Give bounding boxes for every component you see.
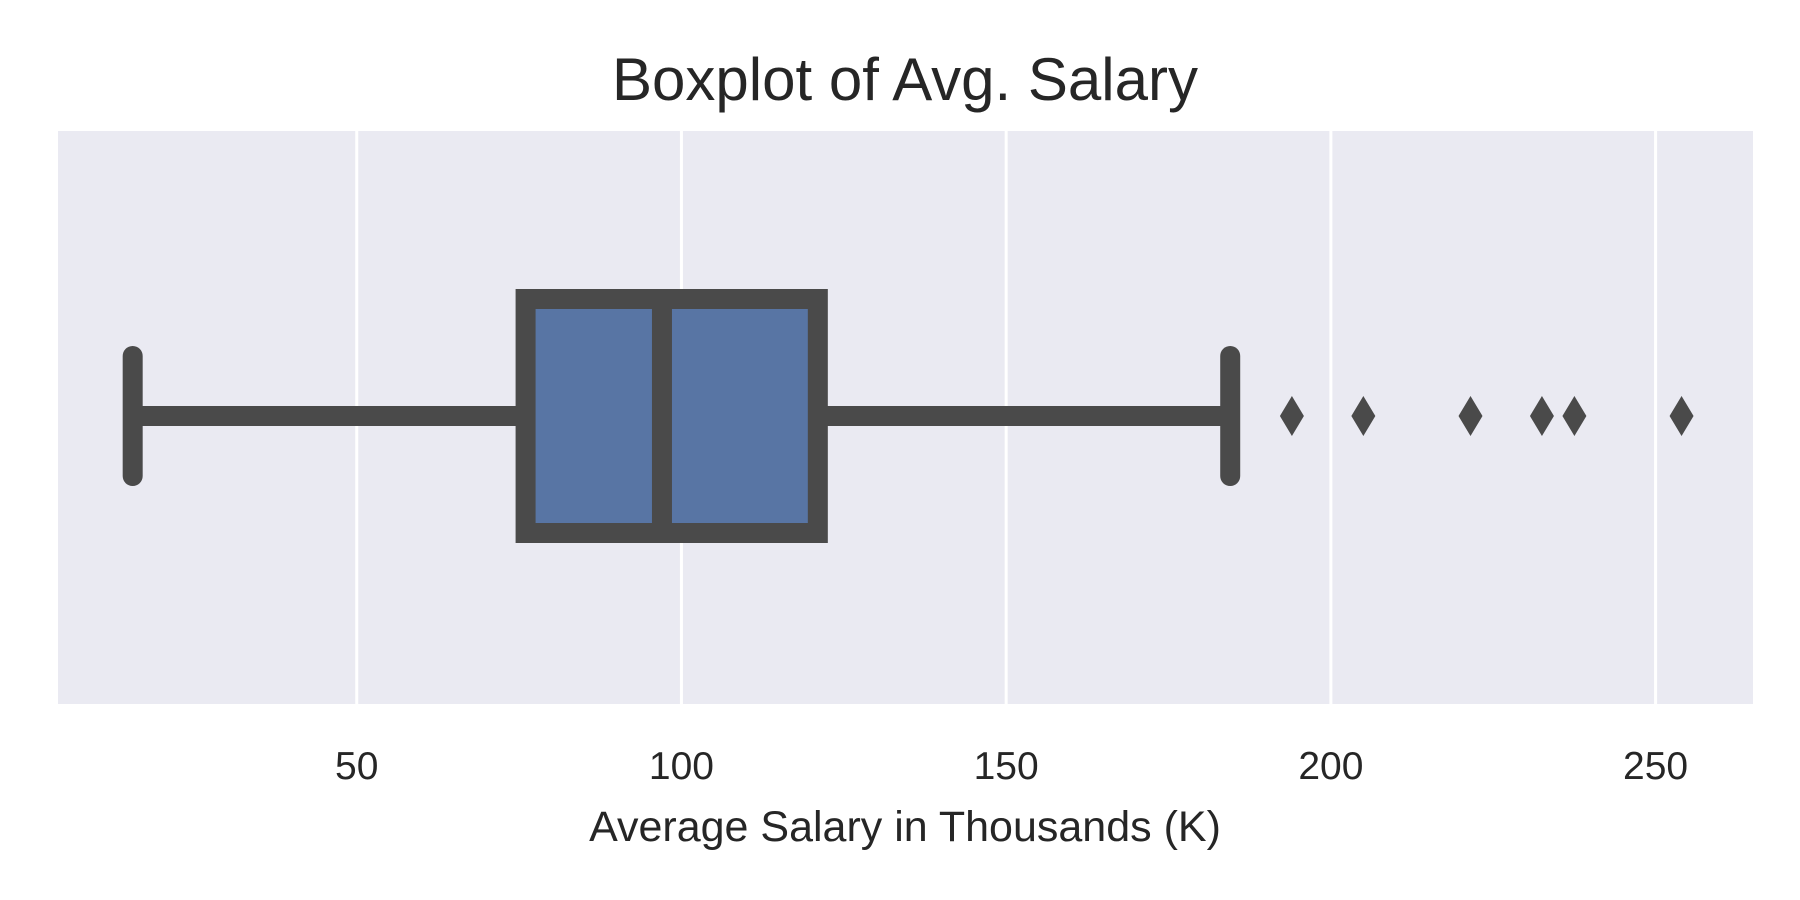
x-tick-label-50: 50 [335,745,378,788]
outlier-point-5 [1562,396,1587,436]
box-group [122,289,1241,543]
x-axis-label: Average Salary in Thousands (K) [589,803,1221,851]
x-tick-label-250: 250 [1623,745,1688,788]
outlier-point-6 [1669,396,1694,436]
x-tick-label-150: 150 [974,745,1039,788]
outlier-point-4 [1529,396,1554,436]
outlier-points [1279,396,1694,436]
x-tick-label-200: 200 [1298,745,1363,788]
chart-title: Boxplot of Avg. Salary [612,46,1198,113]
outlier-point-2 [1351,396,1376,436]
outlier-point-3 [1458,396,1483,436]
x-tick-labels: 50 100 150 200 250 [335,745,1688,788]
x-tick-label-100: 100 [649,745,714,788]
outlier-point-1 [1279,396,1304,436]
